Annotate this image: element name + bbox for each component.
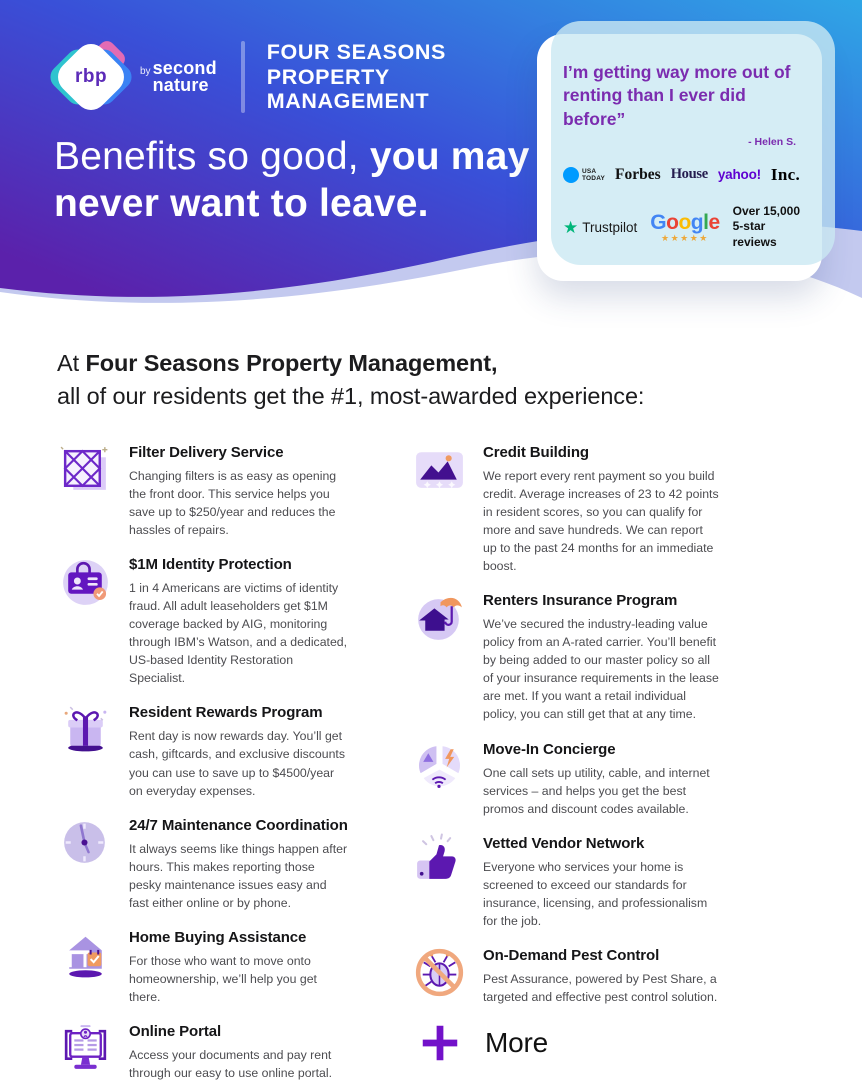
monitor-documents-icon [57,1020,114,1077]
gift-icon [57,701,114,758]
benefit-description: One call sets up utility, cable, and int… [483,765,710,816]
benefit-description: Everyone who services your home is scree… [483,859,708,928]
benefit-credit-building: Credit Building We report every rent pay… [411,441,719,575]
benefit-title: On-Demand Pest Control [483,946,660,964]
benefit-title: Renters Insurance Program [483,592,678,610]
benefit-resident-rewards: Resident Rewards Program Rent day is now… [57,701,349,799]
testimonial-card: I’m getting way more out of renting than… [537,21,835,281]
benefit-online-portal: Online Portal Access your documents and … [57,1020,349,1080]
trustpilot-star-icon: ★ [563,217,579,237]
reviews-row: ★ Trustpilot Google ★★★★★ Over 15,000 5-… [563,204,802,251]
benefit-description: 1 in 4 Americans are victims of identity… [129,581,348,686]
benefit-pest-control: On-Demand Pest Control Pest Assurance, p… [411,944,719,1006]
umbrella-house-icon [411,589,468,646]
usa-today-circle-icon [563,166,579,183]
usa-today-logo: USA TODAY [563,166,606,183]
yahoo-logo: yahoo! [717,167,761,183]
benefit-title: Vetted Vendor Network [483,834,645,852]
hero-section: rbp by second nature FOUR SEASONS PROPERT… [0,0,862,335]
benefit-title: Credit Building [483,443,589,461]
benefit-home-buying: Home Buying Assistance For those who wan… [57,926,349,1006]
benefit-description: Changing filters is as easy as opening t… [129,468,337,537]
benefit-title: 24/7 Maintenance Coordination [129,816,348,834]
benefit-title: Resident Rewards Program [129,704,323,722]
benefits-right-column: Credit Building We report every rent pay… [411,441,719,1080]
forbes-logo: Forbes [615,165,661,183]
benefits-columns: Filter Delivery Service Changing filters… [57,441,862,1080]
google-reviews-logo: Google ★★★★★ [650,210,720,243]
benefit-description: Access your documents and pay rent throu… [129,1048,333,1080]
filter-icon [57,441,114,498]
utilities-pie-icon [411,738,468,795]
usa-today-wordmark: USA TODAY [582,167,606,182]
benefit-description: Pest Assurance, powered by Pest Share, a… [483,971,718,1005]
benefit-title: Filter Delivery Service [129,443,284,461]
no-pests-icon [411,944,468,1001]
plus-icon [419,1022,461,1064]
second-nature-logo: by second nature [140,58,217,95]
credit-score-icon [411,441,468,498]
benefit-description: We report every rent payment so you buil… [483,468,719,574]
benefit-title: $1M Identity Protection [129,556,292,574]
second-nature-by: by [140,66,151,78]
more-row: More [419,1022,719,1064]
inc-logo: Inc. [770,164,800,184]
clock-icon [57,814,114,871]
benefit-title: Home Buying Assistance [129,928,307,946]
benefit-vetted-vendors: Vetted Vendor Network Everyone who servi… [411,832,719,930]
rbp-logo: rbp [45,37,137,117]
benefits-left-column: Filter Delivery Service Changing filters… [57,441,349,1080]
benefit-description: For those who want to move onto homeowne… [129,953,317,1005]
hero-headline: Benefits so good, you may never want to … [54,135,530,225]
benefit-move-in-concierge: Move-In Concierge One call sets up utili… [411,738,719,818]
review-count: Over 15,000 5-star reviews [732,203,801,249]
benefit-title: Move-In Concierge [483,740,616,758]
brand-row: rbp by second nature FOUR SEASONS PROPERT… [45,37,447,117]
benefits-section: At Four Seasons Property Management, all… [0,335,862,1080]
benefit-filter-delivery: Filter Delivery Service Changing filters… [57,441,349,539]
second-nature-wordmark: second nature [152,58,217,95]
section-heading: At Four Seasons Property Management, all… [57,350,645,409]
benefit-renters-insurance: Renters Insurance Program We’ve secured … [411,589,719,723]
thumbs-up-icon [411,832,468,889]
press-logos-row: USA TODAY Forbes House yahoo! Inc. [563,165,802,185]
brand-divider [240,41,245,113]
more-label: More [485,1027,548,1059]
benefit-description: It always seems like things happen after… [129,841,348,910]
house-check-icon [57,926,114,983]
benefit-title: Online Portal [129,1023,222,1041]
benefit-maintenance: 24/7 Maintenance Coordination It always … [57,814,349,912]
trustpilot-logo: ★ Trustpilot [563,217,638,237]
benefit-description: Rent day is now rewards day. You’ll get … [129,729,345,798]
benefit-description: We’ve secured the industry-leading value… [483,617,719,722]
google-wordmark: Google [650,210,720,234]
house-logo: House [670,166,708,183]
testimonial-attribution: - Helen S. [748,135,796,148]
id-card-lock-icon [57,553,114,610]
company-name: FOUR SEASONS PROPERTY MANAGEMENT [266,39,447,114]
testimonial-quote: I’m getting way more out of renting than… [563,62,791,129]
benefit-identity-protection: $1M Identity Protection 1 in 4 Americans… [57,553,349,687]
google-stars-icon: ★★★★★ [661,232,709,243]
